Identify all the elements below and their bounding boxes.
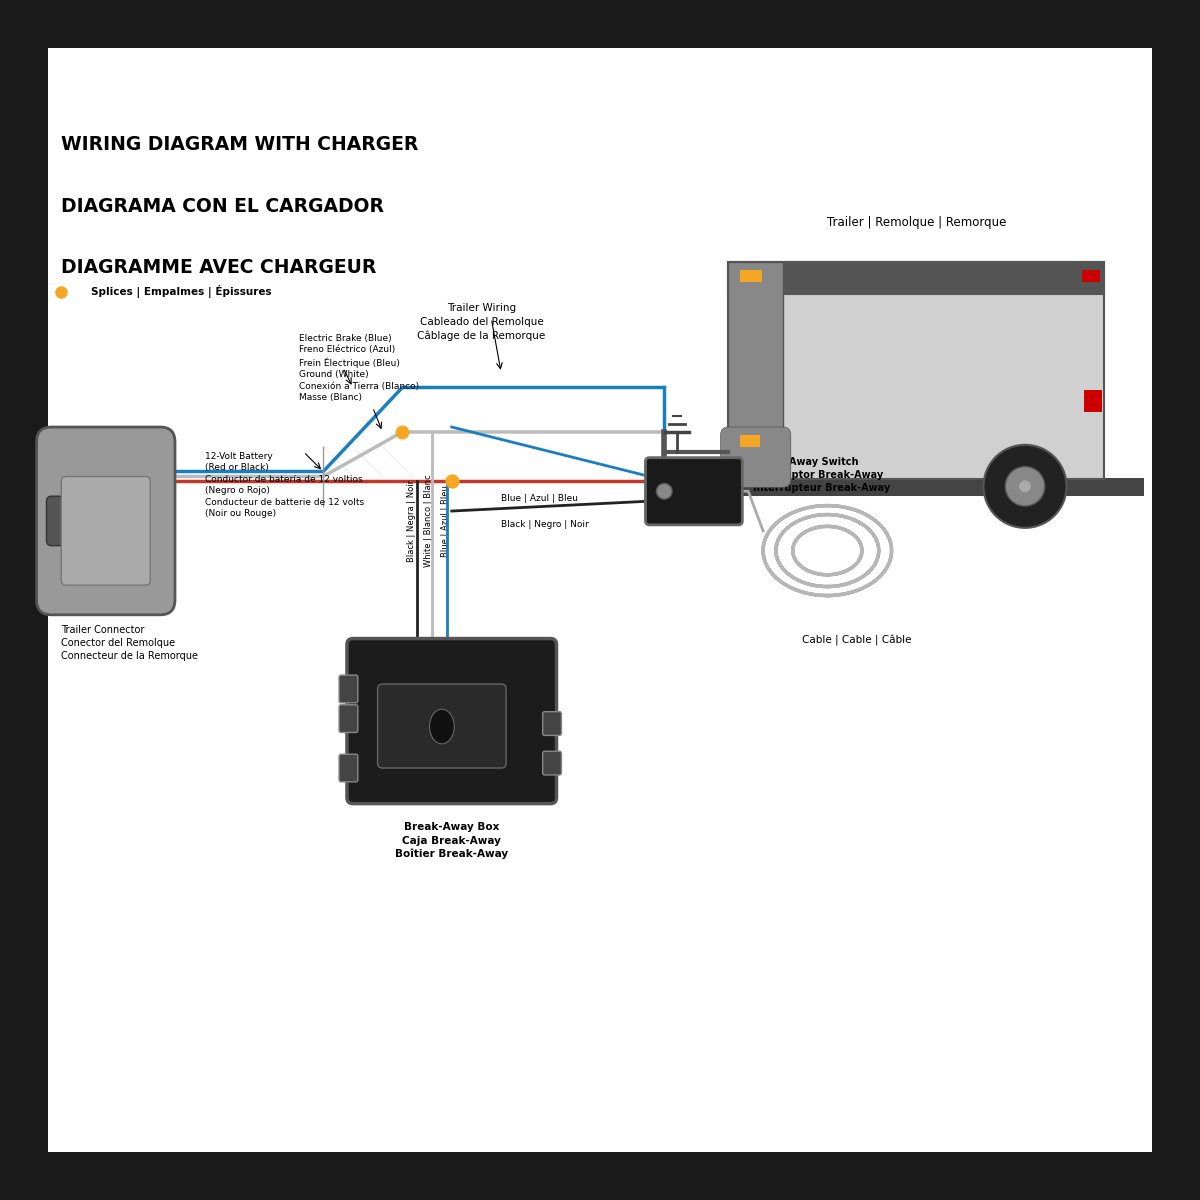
Text: Blue | Azul | Bleu: Blue | Azul | Bleu [502,494,578,503]
Circle shape [1019,480,1031,492]
Text: Cable | Cable | Câble: Cable | Cable | Câble [803,635,912,646]
FancyBboxPatch shape [698,479,1144,497]
Text: Blue | Azul | Bleu: Blue | Azul | Bleu [440,485,450,557]
FancyBboxPatch shape [728,262,782,480]
FancyBboxPatch shape [36,427,175,614]
Text: WIRING DIAGRAM WITH CHARGER: WIRING DIAGRAM WITH CHARGER [61,136,419,155]
FancyBboxPatch shape [340,676,358,703]
FancyBboxPatch shape [340,704,358,732]
Text: Trailer Wiring
Cableado del Remolque
Câblage de la Remorque: Trailer Wiring Cableado del Remolque Câb… [418,304,546,341]
FancyBboxPatch shape [1082,270,1100,282]
Text: Break-Away Switch
Interruptor Break-Away
Interrupteur Break-Away: Break-Away Switch Interruptor Break-Away… [754,457,890,493]
Text: 12-Volt Battery
(Red or Black)
Conductor de batería de 12 voltios
(Negro o Rojo): 12-Volt Battery (Red or Black) Conductor… [205,451,364,518]
FancyBboxPatch shape [646,457,743,524]
FancyBboxPatch shape [740,270,762,282]
Text: Trailer Connector
Conector del Remolque
Connecteur de la Remorque: Trailer Connector Conector del Remolque … [61,625,198,661]
FancyBboxPatch shape [61,476,150,586]
FancyBboxPatch shape [347,638,557,804]
Text: Black | Negro | Noir: Black | Negro | Noir [502,520,589,529]
FancyBboxPatch shape [542,712,562,736]
Text: Break-Away Box
Caja Break-Away
Boîtier Break-Away: Break-Away Box Caja Break-Away Boîtier B… [395,822,509,859]
Text: Trailer | Remolque | Remorque: Trailer | Remolque | Remorque [827,216,1006,229]
Circle shape [656,484,672,499]
FancyBboxPatch shape [542,751,562,775]
Ellipse shape [430,709,455,744]
Circle shape [1006,467,1045,506]
Text: White | Blanco | Blanc: White | Blanco | Blanc [424,475,433,568]
FancyBboxPatch shape [728,262,1104,480]
FancyBboxPatch shape [1085,390,1102,412]
Text: Electric Brake (Blue)
Freno Eléctrico (Azul)
Frein Électrique (Bleu): Electric Brake (Blue) Freno Eléctrico (A… [299,334,400,367]
FancyBboxPatch shape [740,434,760,446]
Text: Black | Negra | Noir: Black | Negra | Noir [407,480,416,562]
FancyBboxPatch shape [728,262,1104,294]
FancyBboxPatch shape [378,684,506,768]
FancyBboxPatch shape [340,754,358,782]
Text: Splices | Empalmes | Épissures: Splices | Empalmes | Épissures [91,286,271,298]
FancyBboxPatch shape [720,427,791,487]
Text: DIAGRAMME AVEC CHARGEUR: DIAGRAMME AVEC CHARGEUR [61,258,377,277]
Circle shape [984,445,1067,528]
FancyBboxPatch shape [47,497,106,546]
Text: DIAGRAMA CON EL CARGADOR: DIAGRAMA CON EL CARGADOR [61,197,384,216]
Text: Ground (White)
Conexión a Tierra (Blanco)
Masse (Blanc): Ground (White) Conexión a Tierra (Blanco… [299,371,419,402]
